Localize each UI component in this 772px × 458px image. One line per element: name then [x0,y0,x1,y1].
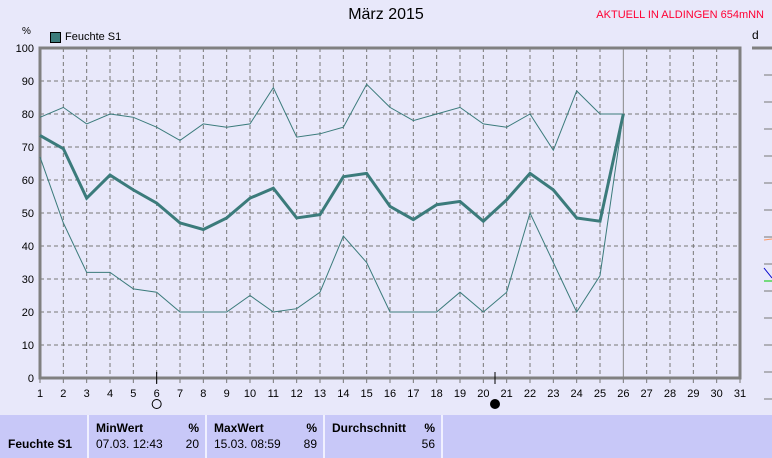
legend-swatch [50,31,61,43]
x-tick-label: 17 [407,388,419,400]
x-tick-label: 13 [314,388,326,400]
avg-value: 56 [421,437,435,451]
x-tick-label: 16 [384,388,396,400]
x-tick-label: 31 [734,388,746,400]
stats-table: Feuchte S1 MinWert % 07.03. 12:43 20 Max… [0,415,772,458]
x-tick-label: 22 [524,388,536,400]
x-tick-label: 23 [547,388,559,400]
x-tick-label: 6 [154,388,160,400]
avg-unit: % [424,421,435,435]
x-tick-label: 11 [268,388,279,400]
full-moon-icon [151,399,162,409]
x-tick-label: 4 [107,388,113,400]
y-tick-label: 50 [22,208,34,220]
right-panel-series-orange [763,238,772,241]
x-tick-label: 12 [291,388,303,400]
y-tick-label: 60 [22,175,34,187]
y-axis-unit: % [22,26,31,37]
max-date: 15.03. 08:59 [214,437,281,451]
station-label: AKTUELL IN ALDINGEN 654mNN [596,9,764,21]
x-tick-label: 14 [337,388,349,400]
max-header: MaxWert [214,421,264,435]
y-tick-label: 90 [22,76,34,88]
x-tick-label: 28 [664,388,676,400]
y-tick-label: 100 [16,43,34,55]
y-tick-label: 40 [22,241,34,253]
x-tick-label: 3 [84,388,90,400]
x-tick-label: 9 [224,388,230,400]
x-tick-label: 30 [711,388,723,400]
x-tick-label: 15 [361,388,373,400]
legend: Feuchte S1 [50,31,121,43]
max-value: 89 [303,437,317,451]
max-cell: MaxWert % 15.03. 08:59 89 [205,415,323,458]
y-tick-label: 20 [22,307,34,319]
x-tick-label: 24 [571,388,583,400]
y-tick-label: 10 [22,340,34,352]
min-date: 07.03. 12:43 [96,437,163,451]
series-max-line [39,83,624,152]
right-panel-series-blue [763,267,772,279]
x-tick-label: 18 [431,388,443,400]
y-tick-label: 70 [22,142,34,154]
x-tick-label: 8 [200,388,206,400]
row-label: Feuchte S1 [8,437,73,451]
x-tick-label: 5 [130,388,136,400]
x-tick-label: 19 [454,388,466,400]
right-panel-label: d [752,28,759,42]
avg-cell: Durchschnitt % 56 [323,415,443,458]
series-min-line [39,113,624,314]
plot-frame [38,46,742,380]
min-unit: % [188,421,199,435]
x-tick-label: 25 [594,388,606,400]
x-tick-label: 10 [244,388,256,400]
x-tick-label: 26 [617,388,629,400]
x-tick-label: 27 [641,388,653,400]
x-tick-label: 1 [37,388,43,400]
min-value: 20 [185,437,199,451]
min-cell: MinWert % 07.03. 12:43 20 [87,415,205,458]
avg-header: Durchschnitt [332,421,407,435]
new-moon-icon [490,399,500,409]
x-tick-label: 21 [501,388,513,400]
series-avg-line [39,113,625,232]
legend-label: Feuchte S1 [65,31,122,43]
x-tick-label: 29 [687,388,699,400]
chart-title: März 2015 [348,6,424,23]
max-unit: % [306,421,317,435]
x-tick-label: 2 [60,388,66,400]
x-tick-label: 7 [177,388,183,400]
y-tick-label: 30 [22,274,34,286]
x-tick-label: 20 [477,388,489,400]
y-tick-label: 0 [28,373,34,385]
min-header: MinWert [96,421,144,435]
y-tick-label: 80 [22,109,34,121]
